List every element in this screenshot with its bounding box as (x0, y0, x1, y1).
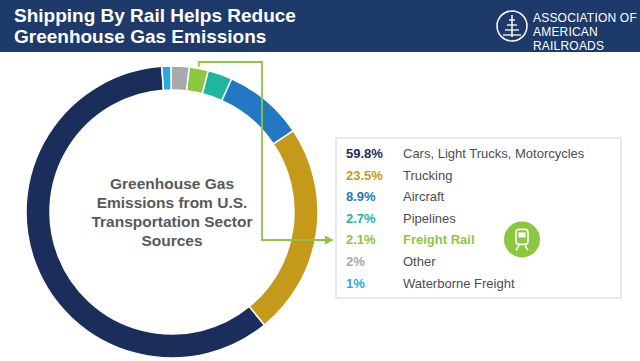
train-leg (516, 245, 519, 250)
slice (222, 79, 293, 144)
logo-text: ASSOCIATION OF AMERICAN RAILROADS (533, 11, 637, 53)
logo-tie (509, 19, 515, 20)
legend-label: Freight Rail (403, 232, 475, 247)
slice (171, 66, 189, 91)
legend-value: 2% (346, 254, 365, 269)
train-icon-bg (504, 221, 540, 257)
train-window (519, 232, 526, 237)
slice (186, 67, 208, 94)
legend-label: Trucking (403, 168, 452, 183)
legend-box (336, 138, 621, 298)
chart: 59.8% Cars, Light Trucks, Motorcycles 23.5… (0, 0, 640, 361)
train-body (516, 229, 528, 244)
logo-icon (497, 11, 527, 41)
train-leg (525, 245, 528, 250)
logo-ring (497, 11, 527, 41)
legend-value: 8.9% (346, 189, 376, 204)
legend-value: 59.8% (346, 146, 383, 161)
slice (249, 131, 318, 325)
legend-label: Aircraft (403, 189, 445, 204)
logo-rail (511, 15, 513, 37)
legend-label: Cars, Light Trucks, Motorcycles (403, 146, 585, 161)
slice (26, 66, 264, 358)
legend: 59.8% Cars, Light Trucks, Motorcycles 23.5… (346, 146, 585, 291)
legend-label: Waterborne Freight (403, 276, 515, 291)
title: Shipping By Rail Helps Reduce Greenhouse… (14, 5, 344, 47)
logo-tie (505, 29, 519, 30)
legend-value: 23.5% (346, 168, 383, 183)
train-icon (504, 221, 540, 257)
slices (26, 66, 318, 358)
logo-tie (503, 34, 521, 35)
slice (162, 66, 171, 90)
legend-label: Other (403, 254, 436, 269)
logo-tie (507, 24, 517, 25)
center-label: Greenhouse Gas Emissions from U.S. Trans… (87, 174, 257, 250)
legend-label: Pipelines (403, 211, 456, 226)
legend-value: 2.1% (346, 232, 376, 247)
legend-value: 1% (346, 276, 365, 291)
legend-value: 2.7% (346, 211, 376, 226)
